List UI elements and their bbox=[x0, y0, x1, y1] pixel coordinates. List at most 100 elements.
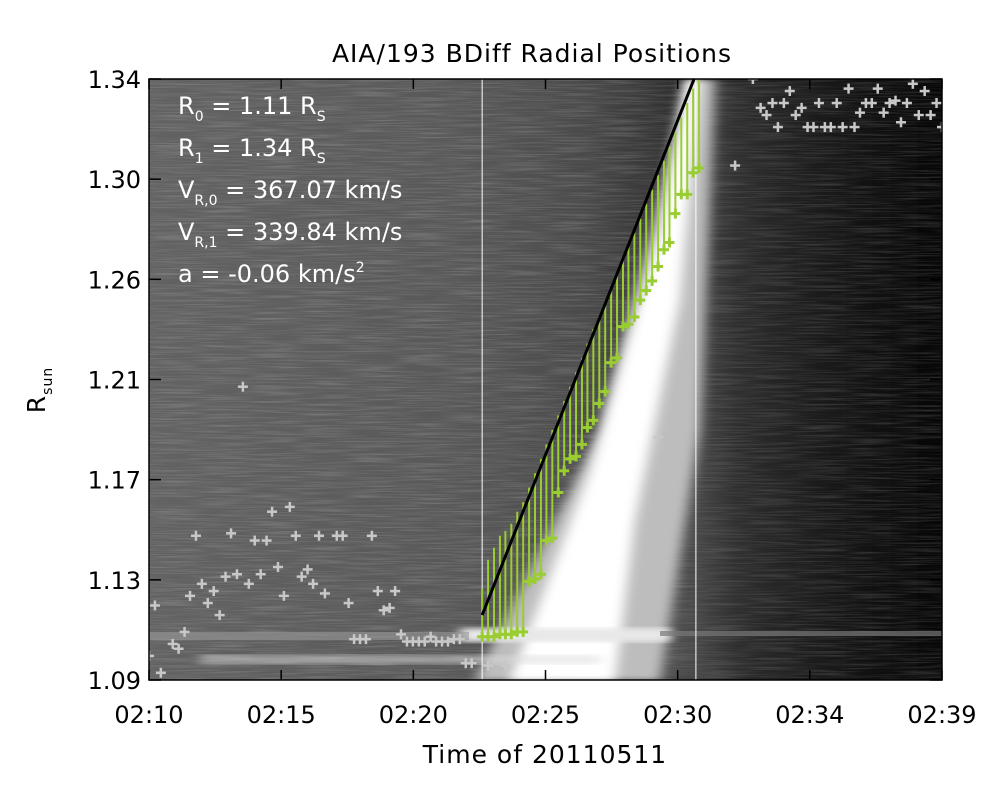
background-point bbox=[854, 107, 865, 118]
background-point bbox=[653, 432, 664, 443]
fit-annotation: R0 = 1.11 RS bbox=[178, 92, 326, 125]
y-tick-label: 1.17 bbox=[88, 467, 141, 495]
y-tick-label: 1.21 bbox=[88, 367, 141, 395]
y-tick-label: 1.13 bbox=[88, 567, 141, 595]
x-tick-label: 02:25 bbox=[511, 701, 580, 729]
background-point bbox=[466, 658, 477, 669]
front-point bbox=[664, 237, 675, 248]
front-point bbox=[682, 189, 693, 200]
x-axis-ticks: 02:10 02:15 02:20 02:25 02:30 02:34 02:39 bbox=[114, 79, 977, 729]
front-point bbox=[588, 415, 599, 426]
front-point bbox=[553, 487, 564, 498]
front-point bbox=[506, 629, 517, 640]
background-point bbox=[190, 530, 201, 541]
front-point bbox=[641, 285, 652, 296]
fit-annotation: VR,1 = 339.84 km/s bbox=[178, 218, 402, 251]
y-tick-label: 1.09 bbox=[88, 667, 141, 695]
background-point bbox=[849, 122, 860, 133]
limb-band-right bbox=[660, 631, 942, 636]
background-point bbox=[866, 98, 877, 109]
background-point bbox=[784, 86, 795, 97]
front-point bbox=[571, 451, 582, 462]
background-point bbox=[237, 381, 248, 392]
background-point bbox=[296, 571, 307, 582]
background-point bbox=[895, 117, 906, 128]
x-tick-label: 02:30 bbox=[643, 701, 712, 729]
x-tick-label: 02:20 bbox=[379, 701, 448, 729]
front-point bbox=[559, 465, 570, 476]
background-point bbox=[179, 626, 190, 637]
background-point bbox=[778, 98, 789, 109]
background-point bbox=[155, 667, 166, 678]
background-point bbox=[837, 122, 848, 133]
background-point bbox=[419, 636, 430, 647]
front-point bbox=[576, 439, 587, 450]
x-tick-label: 02:10 bbox=[114, 701, 183, 729]
y-tick-label: 1.26 bbox=[88, 266, 141, 294]
front-point bbox=[606, 357, 617, 368]
background-point bbox=[249, 535, 260, 546]
front-point bbox=[658, 244, 669, 255]
chart-title: AIA/193 BDiff Radial Positions bbox=[332, 39, 732, 68]
front-points bbox=[477, 162, 705, 642]
background-point bbox=[202, 598, 213, 609]
front-point bbox=[623, 319, 634, 330]
background-point bbox=[919, 86, 930, 97]
background-point bbox=[755, 102, 766, 113]
background-point bbox=[901, 98, 912, 109]
background-point bbox=[149, 600, 160, 611]
background-point bbox=[913, 110, 924, 121]
fit-annotation: R1 = 1.34 RS bbox=[178, 134, 326, 167]
background-point bbox=[231, 569, 242, 580]
background-point bbox=[454, 634, 465, 645]
background-point bbox=[483, 660, 494, 671]
background-point bbox=[843, 83, 854, 94]
front-point bbox=[518, 626, 529, 637]
front-point bbox=[594, 398, 605, 409]
background-point bbox=[226, 528, 237, 539]
background-point bbox=[884, 98, 895, 109]
background-point bbox=[384, 602, 395, 613]
background-point bbox=[302, 564, 313, 575]
background-point bbox=[366, 530, 377, 541]
background-point bbox=[878, 107, 889, 118]
background-point bbox=[261, 535, 272, 546]
background-point bbox=[149, 650, 154, 661]
x-tick-label: 02:15 bbox=[247, 701, 316, 729]
front-point bbox=[635, 295, 646, 306]
limb-band-bright bbox=[460, 628, 670, 642]
plot-area bbox=[149, 79, 942, 680]
background-point bbox=[790, 110, 801, 121]
background-point bbox=[272, 562, 283, 573]
y-tick-label: 1.30 bbox=[88, 166, 141, 194]
front-point bbox=[582, 422, 593, 433]
x-axis-label: Time of 20110511 bbox=[422, 740, 667, 769]
front-point bbox=[694, 162, 705, 173]
limb-band-left bbox=[149, 632, 469, 640]
fit-annotations: R0 = 1.11 RS R1 = 1.34 RS VR,0 = 367.07 km… bbox=[178, 92, 402, 288]
background-point bbox=[831, 98, 842, 109]
background-point bbox=[185, 590, 196, 601]
background-point bbox=[872, 83, 883, 94]
background-point bbox=[925, 110, 936, 121]
background-point bbox=[500, 660, 511, 671]
x-tick-label: 02:39 bbox=[907, 701, 976, 729]
background-point bbox=[767, 98, 778, 109]
fit-line-group bbox=[480, 79, 696, 616]
background-point bbox=[208, 586, 219, 597]
front-point bbox=[524, 576, 535, 587]
background-point bbox=[267, 506, 278, 517]
background-point bbox=[907, 79, 918, 89]
background-point bbox=[308, 578, 319, 589]
front-point bbox=[541, 535, 552, 546]
front-point bbox=[653, 261, 664, 272]
background-point bbox=[772, 122, 783, 133]
front-point bbox=[629, 311, 640, 322]
fit-annotation: a = -0.06 km/s2 bbox=[178, 260, 365, 288]
background-point bbox=[284, 501, 295, 512]
front-error-bars bbox=[481, 79, 701, 637]
front-point bbox=[617, 321, 628, 332]
background-point bbox=[937, 122, 942, 133]
background-point bbox=[319, 588, 330, 599]
